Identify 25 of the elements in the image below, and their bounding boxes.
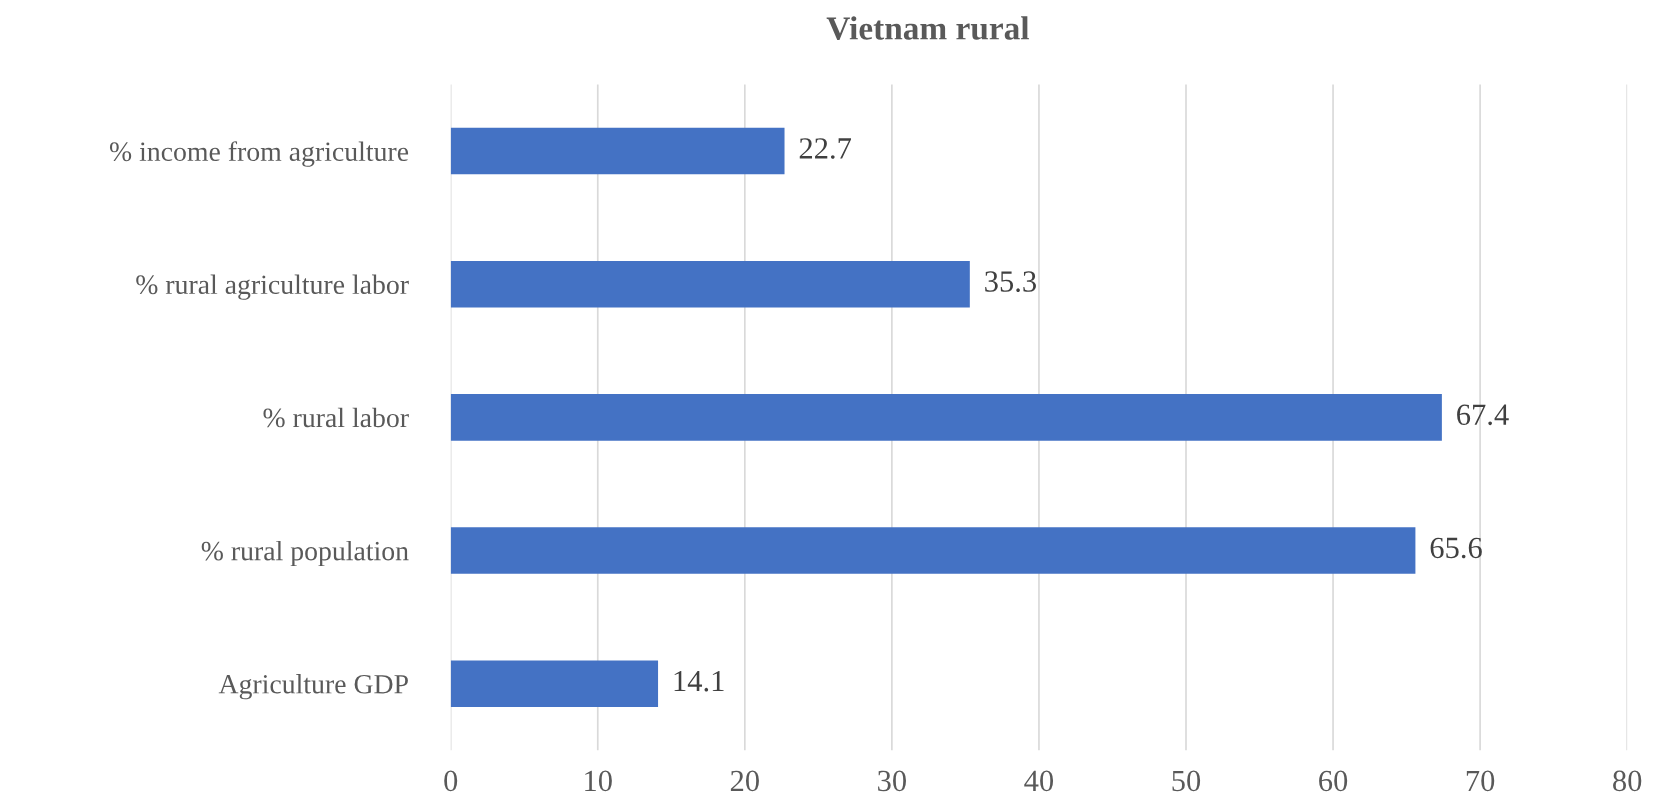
data-label: 35.3	[985, 271, 1036, 292]
x-tick-label: 80	[1613, 770, 1642, 792]
x-tick-label: 50	[1172, 770, 1201, 792]
x-tick-label: 10	[585, 770, 612, 792]
x-tick-label: 20	[730, 770, 759, 792]
y-tick-label: % income from agriculture	[109, 141, 409, 167]
y-tick-label: Agriculture GDP	[218, 674, 408, 700]
x-tick-label: 70	[1466, 770, 1495, 792]
x-tick-label: 60	[1319, 770, 1348, 792]
data-label: 14.1	[674, 670, 724, 692]
bar	[450, 127, 785, 175]
x-tick-label: 0	[444, 770, 458, 792]
chart-title: Vietnam rural	[826, 16, 1030, 40]
data-label: 67.4	[1457, 404, 1509, 426]
bar	[450, 394, 1442, 441]
data-label: 22.7	[799, 138, 852, 159]
bar	[450, 260, 970, 308]
bar	[450, 660, 659, 708]
y-tick-label: % rural labor	[263, 407, 409, 428]
y-tick-label: % rural population	[201, 540, 409, 567]
data-label: 65.6	[1430, 537, 1482, 559]
y-tick-label: % rural agriculture labor	[136, 274, 409, 300]
bar	[450, 527, 1416, 574]
x-tick-label: 40	[1024, 770, 1054, 792]
x-tick-label: 30	[878, 770, 906, 792]
